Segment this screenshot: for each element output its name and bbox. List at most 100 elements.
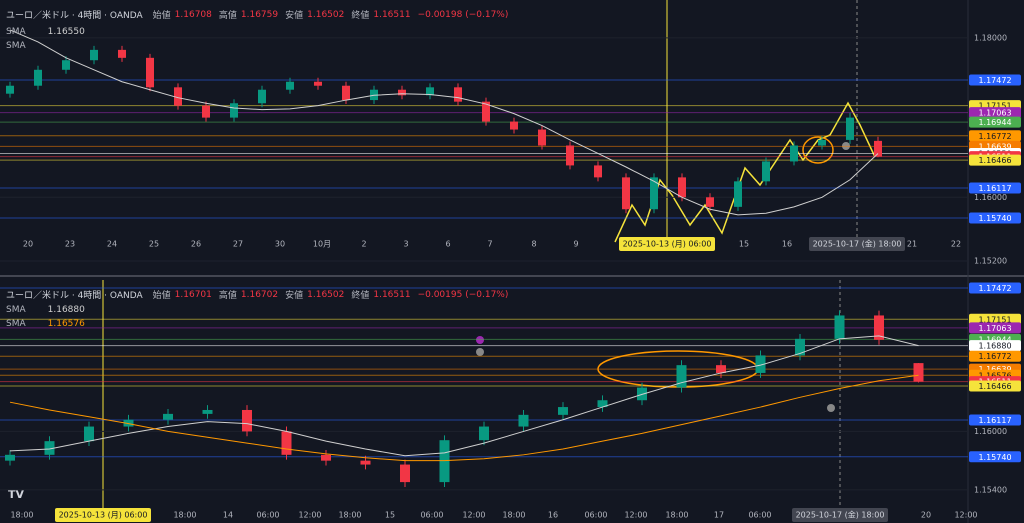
x-tick-label: 06:00: [584, 511, 607, 520]
ohlc-value: 1.16502: [307, 9, 345, 20]
price-label: 1.15740: [978, 214, 1011, 223]
candle-body: [762, 161, 770, 182]
candle-body: [5, 454, 15, 461]
ohlc-value: 1.16702: [240, 289, 279, 300]
indicator[interactable]: SMA 1.16550: [6, 27, 85, 37]
x-tick-label: 18:00: [665, 511, 688, 520]
sma-line: [9, 29, 879, 216]
x-tick-label: 20: [23, 240, 33, 249]
candle-body: [146, 57, 154, 88]
x-tick-label: 06:00: [256, 511, 279, 520]
candle-body: [597, 400, 608, 408]
x-tick-label: 18:00: [338, 511, 361, 520]
symbol: ユーロ／米ドル · 4時間 · OANDA: [6, 11, 143, 21]
x-tick-label: 22: [951, 240, 961, 249]
indicator-name: SMA: [6, 305, 26, 315]
candle-body: [314, 81, 322, 86]
candle-body: [678, 177, 686, 198]
symbol: ユーロ／米ドル · 4時間 · OANDA: [6, 291, 143, 301]
candle-body: [734, 181, 742, 207]
price-label: 1.16466: [978, 382, 1011, 391]
x-tick-label: 18:00: [502, 511, 525, 520]
candle-body: [360, 460, 371, 465]
indicator-value: 1.16550: [47, 27, 85, 37]
price-label-bg: [969, 380, 1021, 392]
candle-body: [479, 426, 489, 441]
crosshair-label: 2025-10-17 (金) 18:00: [813, 239, 902, 249]
event-marker[interactable]: [476, 336, 484, 344]
ohlc-label: 高値: [218, 11, 237, 21]
candle-body: [482, 101, 490, 122]
x-tick-label: 14: [223, 511, 233, 520]
price-label: 1.17151: [978, 315, 1011, 324]
candle-body: [538, 129, 546, 146]
x-tick-label: 30: [275, 240, 285, 249]
ohlc-value: 1.16701: [174, 289, 212, 300]
event-marker[interactable]: [476, 348, 484, 356]
candle-body: [230, 103, 238, 118]
ohlc-value: 1.16759: [240, 9, 279, 20]
candle-body: [716, 365, 726, 373]
price-label-bg: [969, 282, 1021, 294]
candle-body: [518, 414, 529, 427]
price-label: 1.16880: [978, 342, 1011, 351]
price-label: 1.17063: [978, 324, 1011, 333]
crosshair-badge: [619, 237, 715, 251]
crosshair-label: 2025-10-13 (月) 06:00: [59, 511, 148, 520]
candle-body: [913, 363, 924, 382]
crosshair-label: 2025-10-13 (月) 06:00: [623, 240, 712, 249]
candle-body: [874, 315, 884, 340]
price-label-bg: [969, 350, 1021, 362]
candle-body: [398, 89, 406, 96]
ohlc-value: 1.16511: [373, 9, 411, 20]
ohlc-value: 1.16708: [174, 9, 212, 20]
price-label: 1.16944: [978, 118, 1011, 127]
candle-body: [84, 426, 94, 442]
price-label: 1.16576: [978, 371, 1011, 380]
x-tick-label: 2: [361, 240, 366, 249]
candle-body: [163, 413, 173, 420]
ohlc-label: 終値: [351, 11, 370, 21]
crosshair-label: 2025-10-17 (金) 18:00: [796, 510, 885, 520]
y-tick-label: 1.16000: [974, 193, 1007, 202]
y-tick-label: 1.18000: [974, 33, 1007, 42]
price-label: 1.16117: [978, 416, 1011, 425]
panel-header: ユーロ／米ドル · 4時間 · OANDA 始値 1.16708 高値 1.16759 安…: [6, 8, 508, 22]
x-tick-label: 6: [445, 240, 450, 249]
ohlc-value: 1.16502: [307, 289, 345, 300]
x-tick-label: 23: [65, 240, 75, 249]
price-label: 1.16772: [978, 132, 1011, 141]
candle-body: [558, 407, 568, 415]
x-tick-label: 06:00: [748, 511, 771, 520]
x-tick-label: 10月: [313, 240, 331, 249]
price-label-bg: [969, 116, 1021, 128]
x-tick-label: 15: [739, 240, 749, 249]
y-tick-label: 1.15200: [974, 257, 1007, 266]
indicator[interactable]: SMA: [6, 41, 26, 51]
x-tick-label: 21: [907, 240, 917, 249]
indicator[interactable]: SMA 1.16880: [6, 305, 85, 315]
price-label-bg: [969, 74, 1021, 86]
logo: TV: [8, 488, 25, 501]
candle-body: [755, 355, 766, 373]
candle-body: [62, 60, 70, 70]
ohlc-label: 高値: [218, 291, 237, 301]
price-label-bg: [969, 313, 1021, 325]
indicator[interactable]: SMA 1.16576: [6, 319, 85, 329]
x-tick-label: 20: [921, 511, 931, 520]
event-marker[interactable]: [827, 404, 835, 412]
candle-body: [650, 177, 658, 210]
candle-body: [874, 140, 882, 157]
candle-body: [174, 87, 182, 106]
x-tick-label: 12:00: [954, 511, 977, 520]
candle-body: [6, 85, 14, 94]
x-tick-label: 8: [531, 240, 536, 249]
x-tick-label: 24: [107, 240, 117, 249]
price-label-bg: [969, 414, 1021, 426]
candle-body: [202, 105, 210, 118]
candle-body: [510, 121, 518, 130]
x-tick-label: 17: [714, 511, 724, 520]
candle-body: [90, 49, 98, 61]
ohlc-label: 始値: [152, 11, 171, 21]
